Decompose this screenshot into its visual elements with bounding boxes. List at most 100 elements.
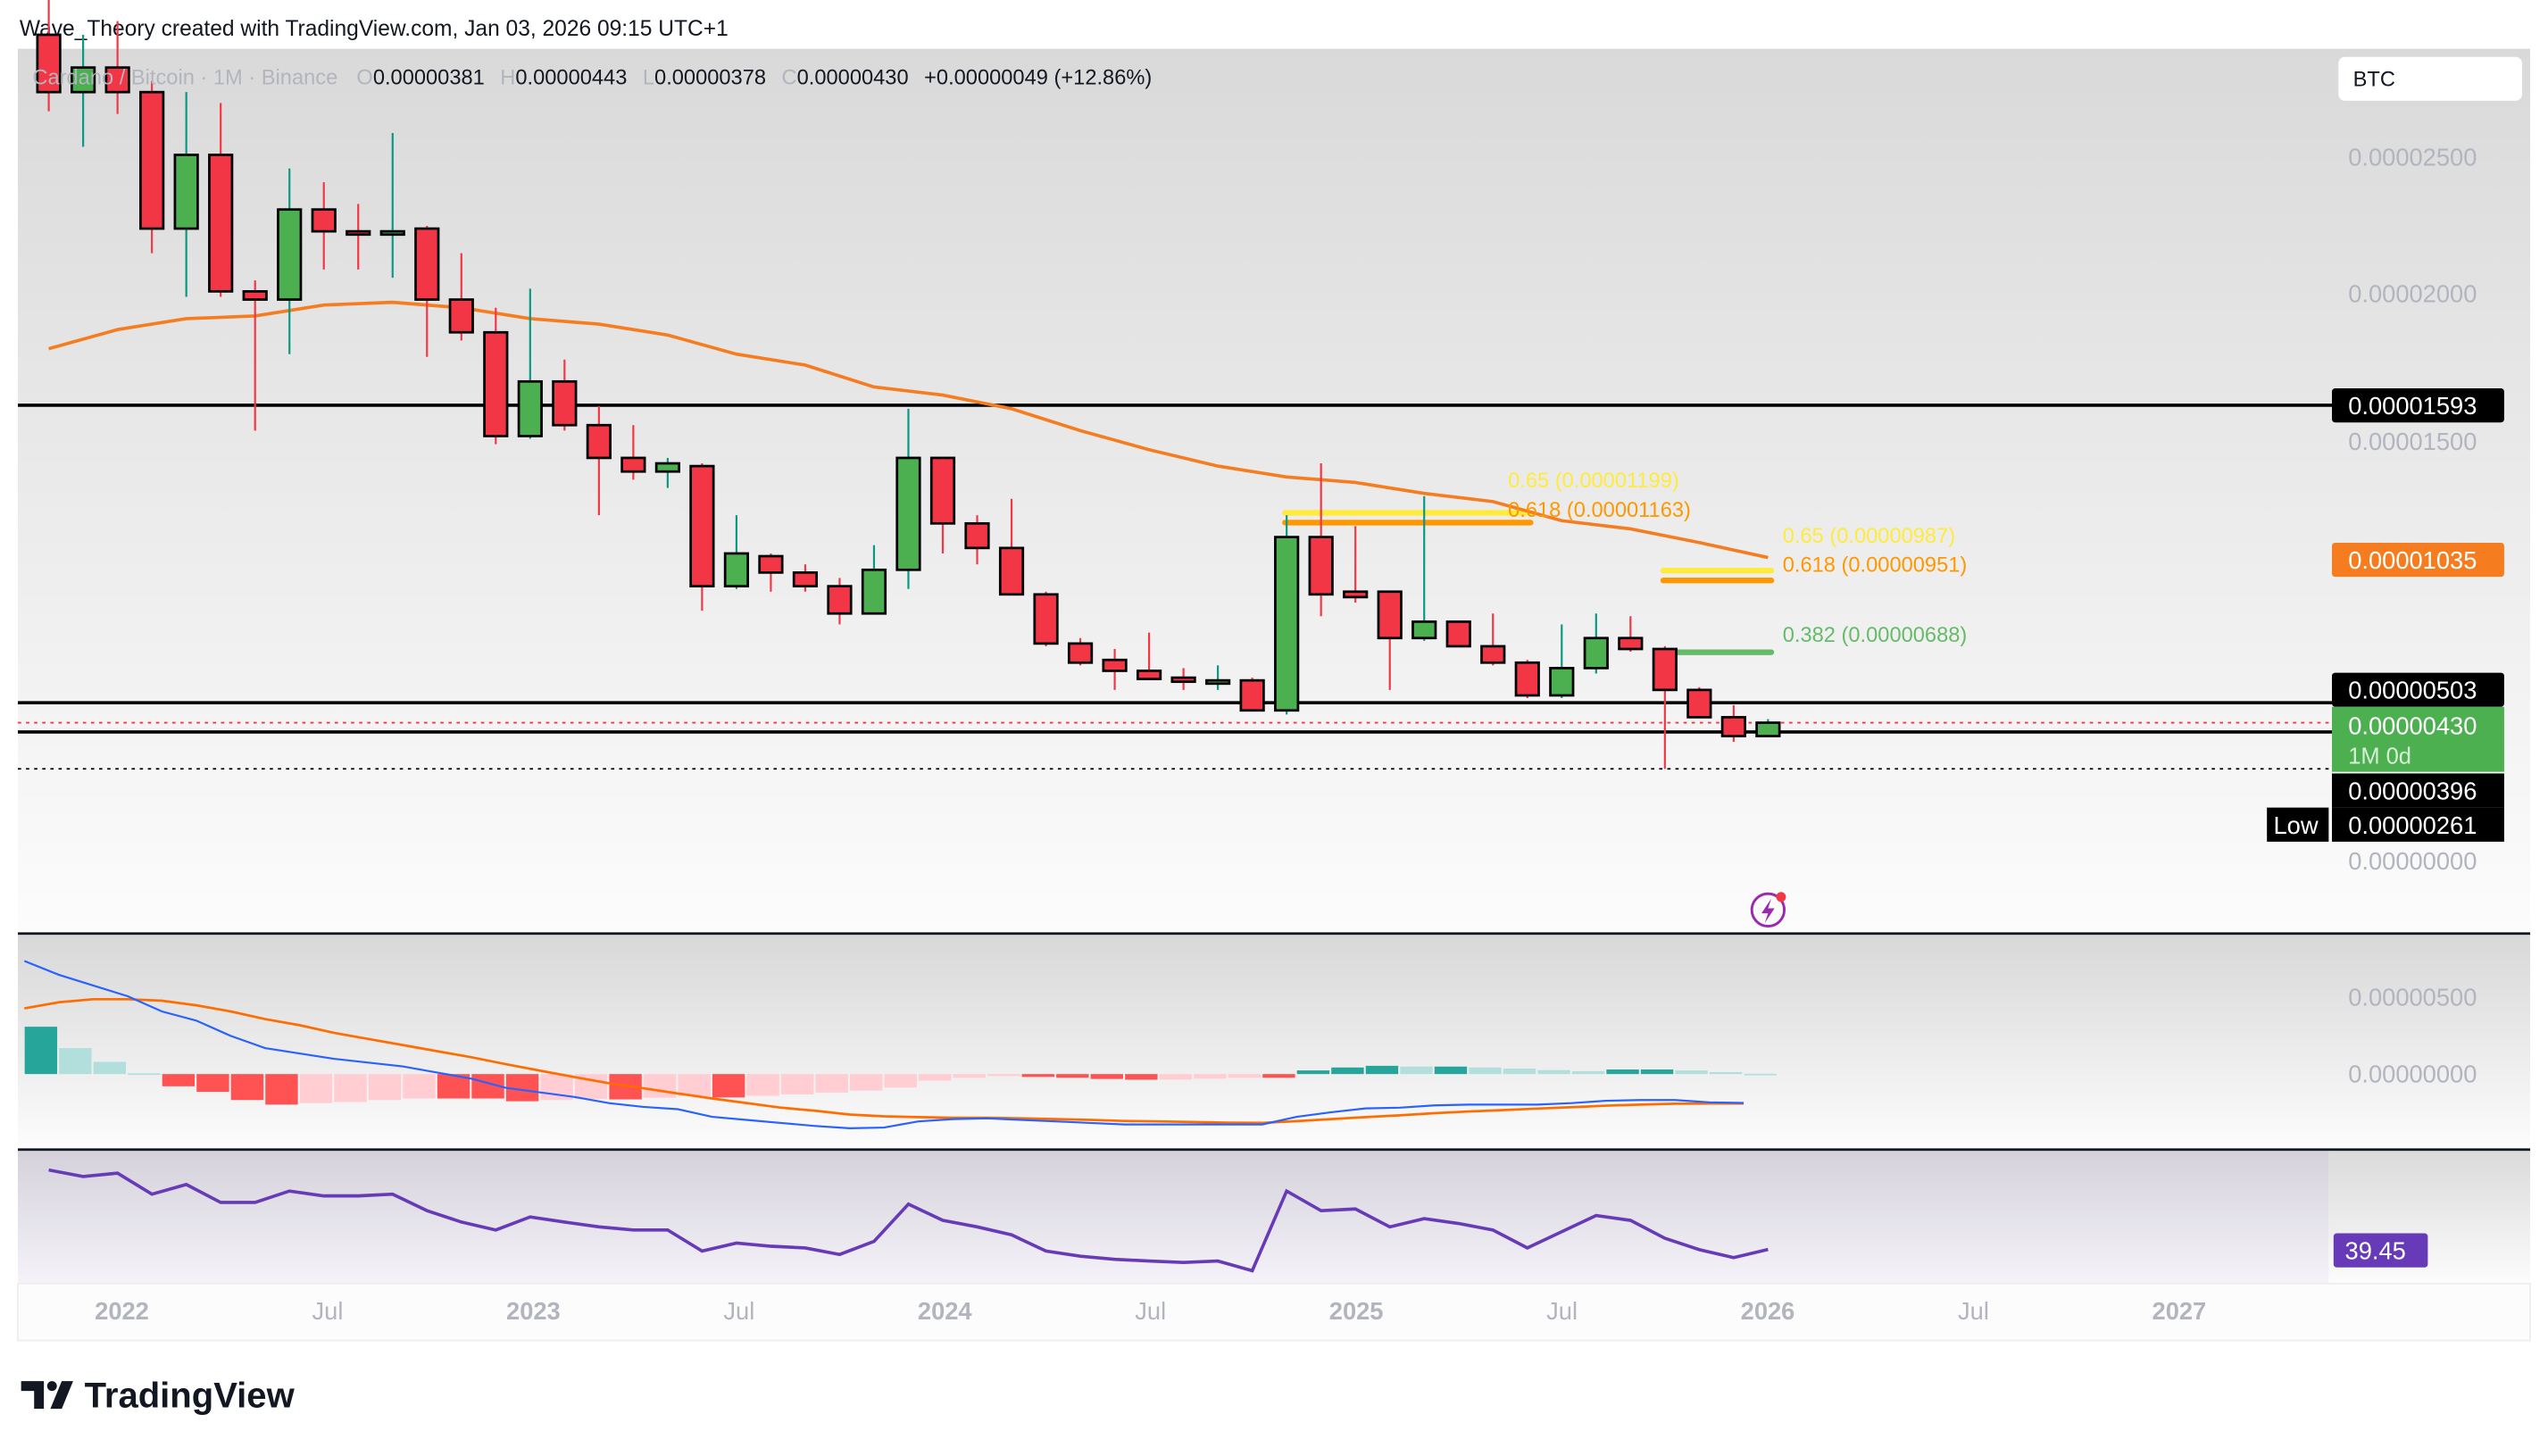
macd-histogram-bar: [1675, 1070, 1708, 1075]
macd-histogram-bar: [850, 1074, 883, 1091]
macd-histogram-bar: [1537, 1069, 1570, 1075]
macd-histogram-bar: [1194, 1074, 1227, 1079]
macd-histogram-bar: [196, 1074, 229, 1092]
macd-histogram-bar: [1571, 1070, 1605, 1075]
moving-average-line: [48, 300, 1769, 560]
candle-body: [654, 462, 680, 473]
macd-histogram-bar: [1744, 1073, 1777, 1076]
candle: [1652, 645, 1678, 770]
macd-histogram-bar: [746, 1074, 779, 1096]
macd-histogram-bar: [1400, 1066, 1433, 1075]
candle: [964, 515, 990, 565]
candle: [517, 288, 543, 439]
candle-body: [895, 456, 921, 571]
time-tick: Jul: [312, 1297, 343, 1325]
macd-histogram-bar: [1090, 1074, 1124, 1079]
price-tick: 0.00001500: [2348, 428, 2477, 455]
main-pane[interactable]: [18, 48, 2531, 933]
fib-label: 0.618 (0.00001163): [1508, 499, 1691, 522]
currency-label: BTC: [2353, 68, 2395, 91]
candle: [654, 457, 680, 488]
candle: [1033, 591, 1059, 646]
candle-body: [139, 90, 165, 230]
macd-histogram-bar: [265, 1074, 298, 1105]
candle: [448, 253, 474, 341]
candle: [483, 307, 509, 445]
time-tick: 2025: [1329, 1297, 1384, 1325]
time-tick: 2026: [1741, 1297, 1795, 1325]
candle: [346, 204, 371, 270]
macd-histogram-bar: [987, 1074, 1020, 1077]
rsi-pane[interactable]: [18, 1150, 2329, 1284]
low-price-text: 0.00000261: [2348, 811, 2477, 839]
resistance-price-text: 0.00001593: [2348, 392, 2477, 420]
tradingview-logo[interactable]: TradingView: [21, 1376, 296, 1415]
rsi-value-text: 39.45: [2345, 1237, 2406, 1265]
low-label-tag: [2267, 807, 2329, 842]
candle-body: [1239, 678, 1265, 712]
currency-button[interactable]: [2338, 56, 2522, 101]
candle-body: [964, 521, 990, 550]
time-tick: 2022: [95, 1297, 149, 1325]
candle: [1686, 686, 1712, 719]
macd-histogram-bar: [162, 1074, 196, 1086]
time-tick: Jul: [723, 1297, 754, 1325]
candle: [861, 545, 887, 615]
candle-body: [758, 554, 784, 574]
candle: [1205, 665, 1231, 690]
candle-body: [1755, 721, 1781, 737]
candle-body: [552, 379, 578, 427]
macd-histogram-bar: [1021, 1074, 1054, 1077]
candle-body: [414, 227, 440, 301]
time-tick: 2023: [506, 1297, 561, 1325]
candle: [277, 168, 303, 354]
macd-histogram-bar: [780, 1074, 814, 1094]
candle-body: [929, 456, 956, 525]
candle: [1618, 616, 1644, 653]
last-price-tag: [2331, 706, 2504, 772]
macd-histogram-bar: [334, 1074, 367, 1102]
candle-body: [36, 33, 62, 94]
macd-histogram-bar: [403, 1074, 436, 1099]
candle: [586, 405, 612, 516]
macd-signal-line: [24, 997, 1744, 1125]
macd-pane[interactable]: [18, 934, 2531, 1149]
candle-body: [1136, 670, 1162, 680]
rsi-line: [48, 1168, 1769, 1273]
candle: [758, 553, 784, 592]
candle-body: [1205, 678, 1231, 686]
macd-histogram-bar: [815, 1074, 848, 1093]
candle: [1720, 704, 1746, 742]
macd-histogram-bar: [24, 1027, 58, 1075]
macd-histogram-bar: [1503, 1068, 1536, 1075]
lightning-alert-icon[interactable]: [1750, 892, 1786, 928]
candle: [1239, 678, 1265, 712]
tv-logo-icon: [21, 1381, 45, 1410]
candle-body: [723, 552, 750, 588]
candle-body: [1549, 667, 1575, 697]
candle: [1308, 463, 1334, 617]
candle-body: [483, 330, 509, 437]
macd-histogram-bar: [230, 1074, 264, 1101]
candle: [242, 280, 268, 431]
time-tick: Jul: [1135, 1297, 1166, 1325]
macd-histogram-bar: [1159, 1074, 1193, 1080]
candle: [620, 425, 646, 480]
macd-histogram-bar: [1365, 1065, 1399, 1075]
candle-body: [1274, 536, 1300, 712]
candle-body: [1343, 590, 1369, 599]
macd-histogram-bar: [1262, 1074, 1295, 1078]
candle-body: [1411, 620, 1437, 640]
candle: [1377, 590, 1403, 690]
time-axis[interactable]: [17, 1283, 2531, 1342]
candle: [723, 515, 750, 589]
open-value: 0.00000381: [373, 67, 485, 90]
candle: [827, 578, 853, 625]
candle-body: [242, 290, 268, 301]
resistance-price-tag: [2331, 388, 2504, 423]
time-tick: Jul: [1546, 1297, 1578, 1325]
candle-body: [1480, 645, 1506, 664]
symbol-name: Cardano / Bitcoin · 1M · Binance: [32, 67, 337, 90]
